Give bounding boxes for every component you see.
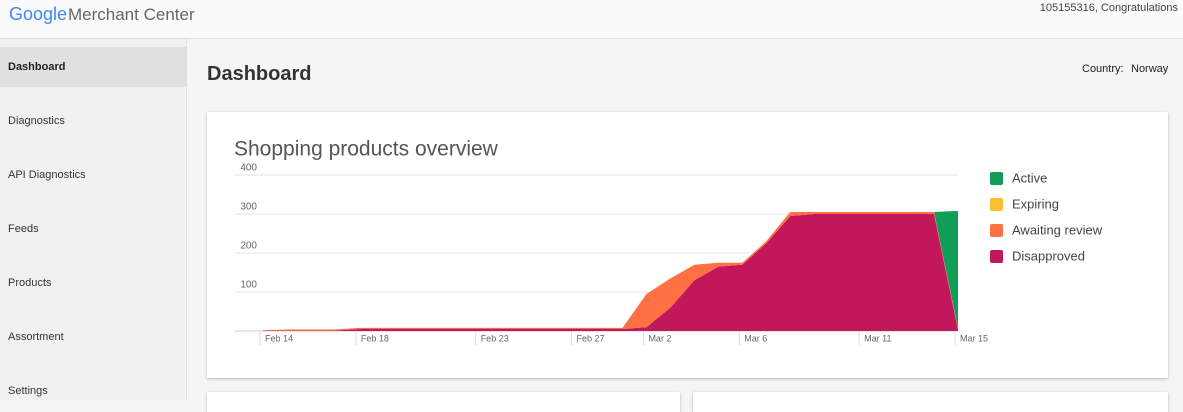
nav-item[interactable]: Diagnostics xyxy=(8,115,65,127)
country[interactable]: Norway xyxy=(1131,63,1169,75)
card xyxy=(693,392,1168,412)
y-tick-label: 300 xyxy=(240,202,257,213)
x-tick-label: Mar 11 xyxy=(864,333,891,343)
nav-item[interactable]: API Diagnostics xyxy=(8,169,86,181)
card xyxy=(207,112,1168,378)
nav-item[interactable]: Settings xyxy=(8,385,48,397)
x-tick-label: Feb 18 xyxy=(361,333,389,343)
nav-item[interactable]: Feeds xyxy=(8,223,39,235)
x-tick-label: Mar 2 xyxy=(648,333,671,343)
chart-title: Shopping products overview xyxy=(234,138,499,161)
legend-swatch xyxy=(990,172,1003,185)
x-tick-label: Feb 23 xyxy=(481,333,509,343)
page-title: Dashboard xyxy=(207,63,312,85)
x-tick-label: Mar 6 xyxy=(744,333,767,343)
page: Google Merchant Center 105155316, Congra… xyxy=(0,0,1183,400)
legend-label: Active xyxy=(1012,170,1047,185)
sidebar: Dashboard Diagnostics API Diagnostics Feeds… xyxy=(0,39,187,400)
area xyxy=(263,214,958,331)
x-tick-label: Feb 14 xyxy=(265,333,293,343)
chart: Shopping products overview 100 200 300 400 F… xyxy=(234,138,1103,345)
card xyxy=(207,392,680,412)
x-tick-label: Feb 27 xyxy=(577,333,605,343)
country-label: Country: xyxy=(1082,63,1124,75)
legend-swatch xyxy=(990,198,1003,211)
legend-label: Disapproved xyxy=(1012,248,1085,263)
y-tick-label: 200 xyxy=(240,241,257,252)
y-tick-label: 100 xyxy=(240,280,257,291)
legend-swatch xyxy=(990,250,1003,263)
legend-label: Awaiting review xyxy=(1012,222,1103,237)
logo[interactable]: Google xyxy=(9,4,68,24)
x-tick-label: Mar 15 xyxy=(960,333,988,343)
legend-swatch xyxy=(990,224,1003,237)
account[interactable]: 105155316, Congratulations xyxy=(1039,2,1178,14)
nav-item[interactable]: Dashboard xyxy=(0,47,186,87)
legend-label: Expiring xyxy=(1012,196,1059,211)
logo-product[interactable]: Merchant Center xyxy=(68,5,195,24)
y-tick-label: 400 xyxy=(240,163,257,174)
nav-item[interactable]: Products xyxy=(8,277,52,289)
header: Google Merchant Center 105155316, Congra… xyxy=(0,0,1183,39)
nav-item[interactable]: Assortment xyxy=(8,331,64,343)
